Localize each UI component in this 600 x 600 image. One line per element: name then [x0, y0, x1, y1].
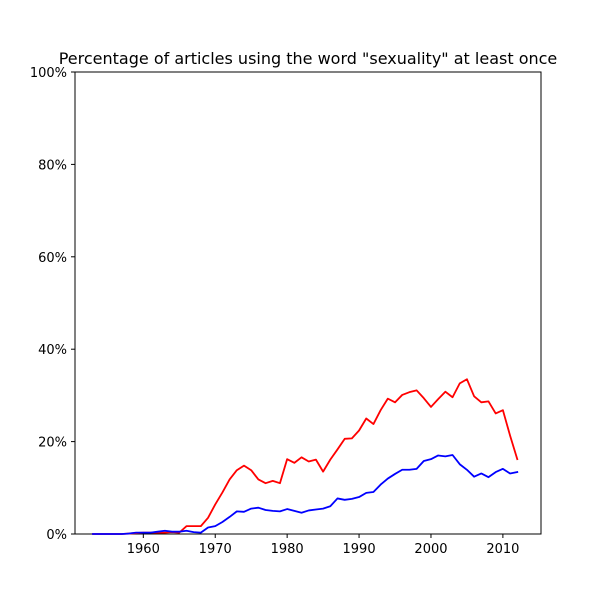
- series-line-blue: [92, 454, 519, 535]
- x-tick-label: 1980: [271, 542, 304, 557]
- y-tick-label: 20%: [38, 436, 67, 451]
- x-tick-label: 1990: [343, 542, 376, 557]
- y-tick-label: 100%: [30, 66, 67, 81]
- series-line-red: [92, 378, 519, 535]
- plot-frame: [74, 71, 542, 535]
- x-tick-label: 1960: [127, 542, 160, 557]
- x-tick-label: 2000: [414, 542, 447, 557]
- y-tick-label: 40%: [38, 343, 67, 358]
- x-tick-label: 2010: [486, 542, 519, 557]
- y-tick-label: 60%: [38, 251, 67, 266]
- series-lines: [92, 378, 519, 535]
- x-tick-label: 1970: [199, 542, 232, 557]
- axes: 1960 1970 1980 1990 2000 2010 0% 20% 40% 60% 80% 10…: [30, 66, 542, 557]
- chart-title: Percentage of articles using the word "s…: [59, 49, 558, 68]
- y-tick-label: 0%: [46, 528, 67, 543]
- y-tick-label: 80%: [38, 158, 67, 173]
